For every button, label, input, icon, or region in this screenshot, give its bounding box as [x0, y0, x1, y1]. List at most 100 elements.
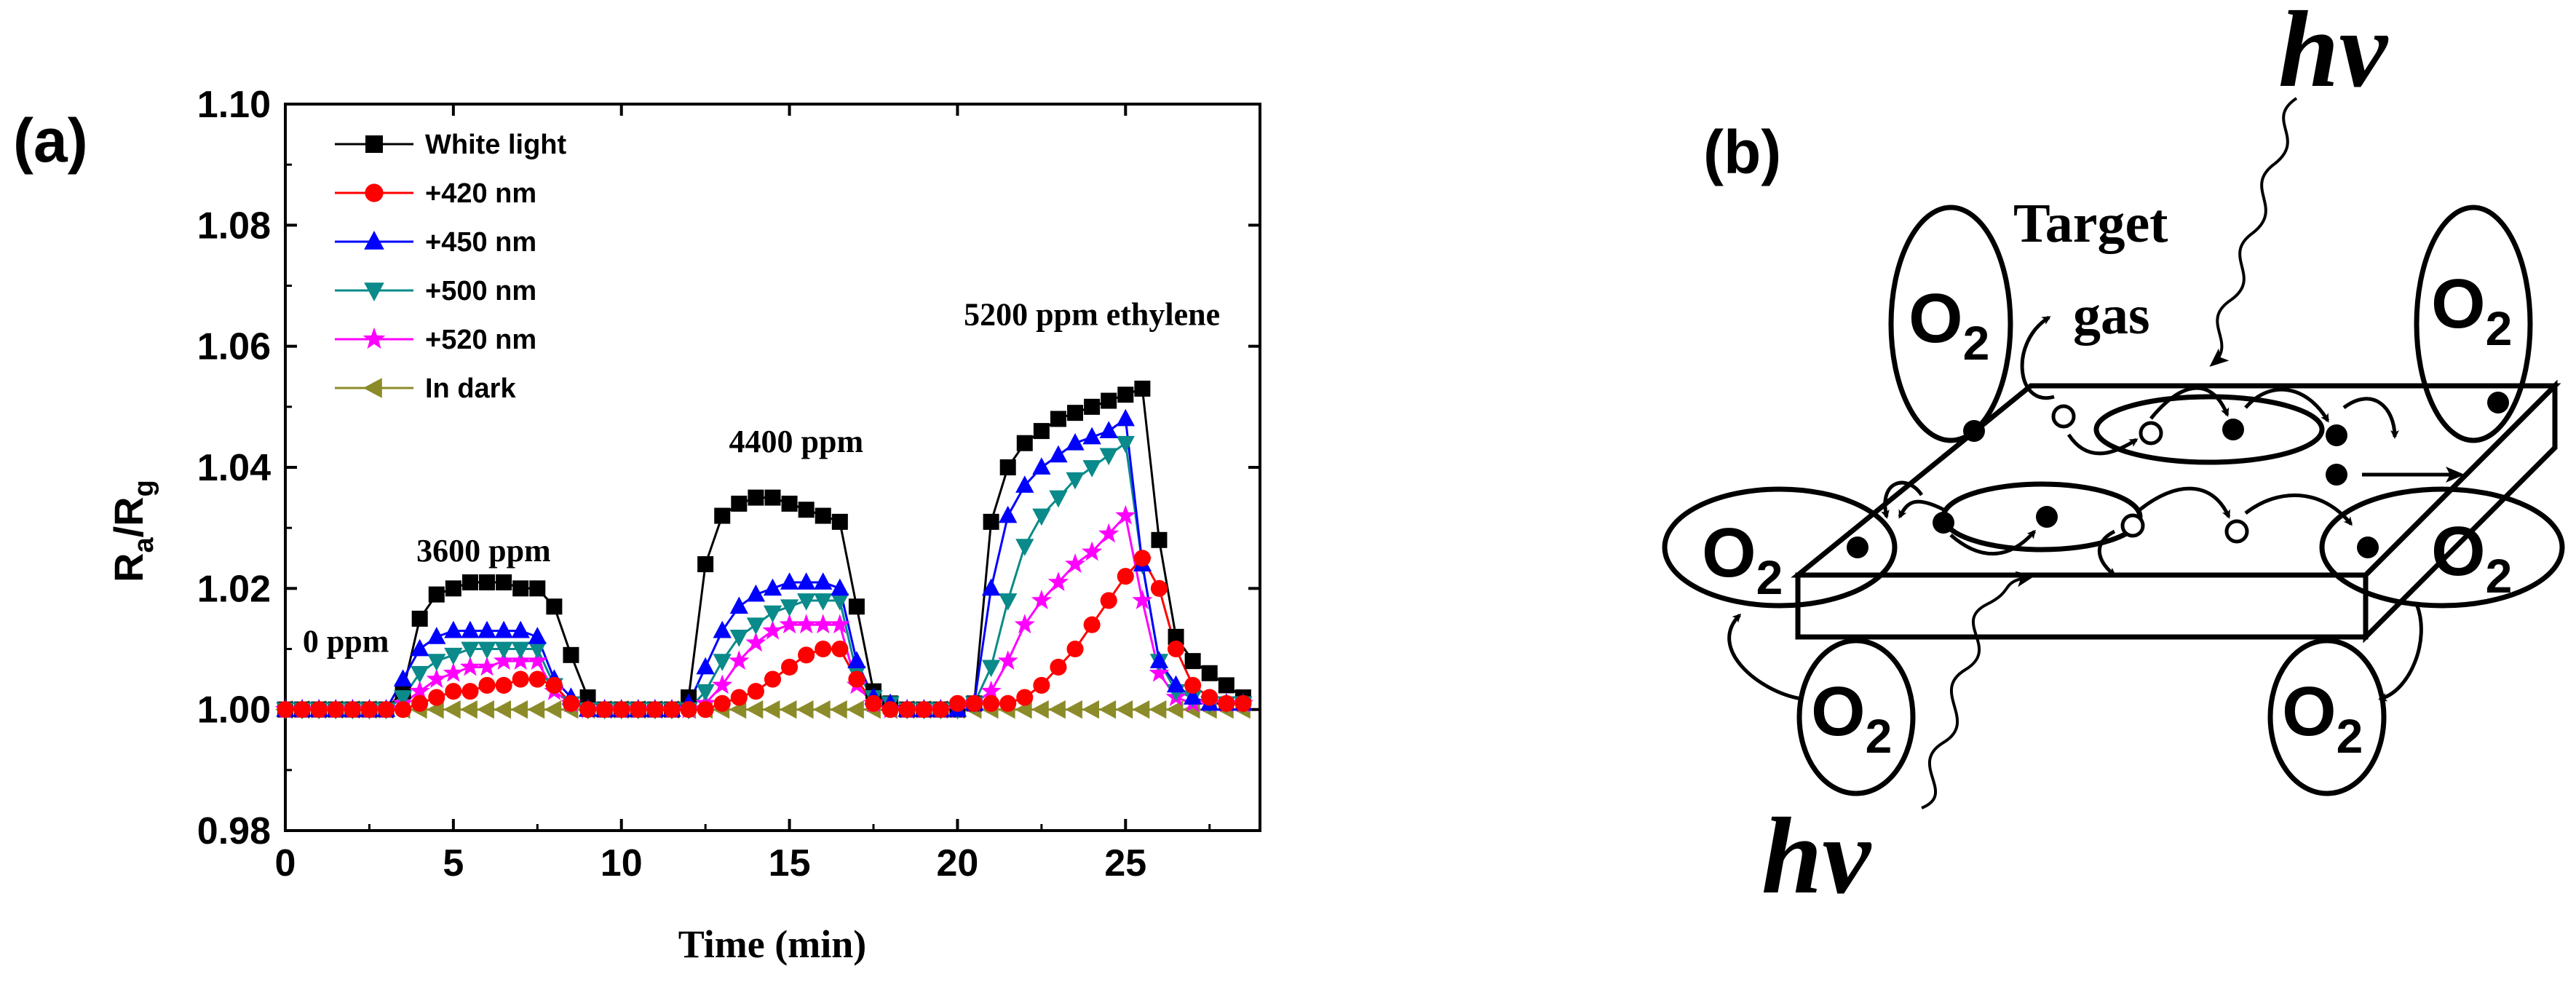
data-point — [428, 689, 445, 706]
data-point — [781, 658, 798, 676]
data-point — [797, 593, 816, 611]
data-point — [360, 701, 378, 718]
data-point — [1218, 694, 1235, 712]
data-point — [1067, 405, 1084, 421]
data-point — [511, 641, 530, 660]
data-point — [812, 614, 833, 634]
legend-label: +450 nm — [425, 227, 536, 258]
data-point — [831, 593, 849, 611]
data-point — [747, 683, 764, 700]
surface-ellipse-upper — [2093, 394, 2325, 465]
data-point — [1047, 571, 1069, 591]
annotation-label: 4400 ppm — [729, 424, 864, 459]
data-point — [377, 701, 395, 718]
data-point — [1099, 421, 1118, 438]
data-point — [427, 627, 446, 644]
data-point — [461, 641, 480, 660]
data-point — [477, 641, 496, 660]
data-point — [563, 646, 579, 663]
hole-circle — [2120, 513, 2145, 538]
data-point — [1117, 568, 1134, 585]
y-tick-label: 1.00 — [197, 689, 271, 732]
data-point — [1184, 687, 1202, 705]
data-point — [780, 599, 799, 617]
data-point — [1168, 640, 1185, 658]
data-point — [1235, 694, 1252, 712]
data-point — [494, 620, 513, 638]
x-tick-label: 15 — [769, 842, 811, 884]
data-point — [1165, 700, 1184, 719]
data-point — [495, 676, 512, 694]
data-point — [1014, 614, 1035, 634]
data-point — [344, 701, 361, 718]
hole-circle — [2224, 519, 2249, 544]
legend-label: +420 nm — [425, 178, 536, 209]
data-point — [713, 694, 731, 712]
data-point — [1133, 550, 1151, 567]
data-point — [748, 489, 764, 506]
data-point — [477, 700, 494, 719]
data-point — [814, 593, 833, 611]
data-point — [762, 619, 783, 640]
o2-ellipse — [1662, 486, 1898, 609]
series-line — [285, 416, 1243, 711]
annotations: 0 ppm 3600 ppm 4400 ppm 5200 ppm ethylene — [303, 297, 1220, 660]
data-point — [411, 665, 429, 684]
legend-marker — [365, 183, 384, 202]
data-point — [745, 700, 764, 719]
data-point — [997, 650, 1018, 670]
data-point — [528, 670, 546, 688]
arrow-electron-left — [1898, 499, 1945, 519]
data-point — [479, 574, 496, 591]
data-point — [426, 668, 447, 689]
data-point — [510, 650, 531, 670]
data-point — [596, 701, 614, 718]
legend: White light +420 nm +450 nm +500 nm +520 nm I… — [335, 130, 567, 404]
data-point — [494, 641, 513, 660]
data-point — [1033, 676, 1050, 694]
o2-right: O2 — [2319, 486, 2565, 609]
data-point — [1064, 553, 1086, 574]
data-point — [545, 676, 563, 694]
data-point — [781, 495, 798, 512]
data-point — [393, 690, 413, 708]
data-point — [1031, 700, 1049, 719]
panel-a-label: (a) — [13, 106, 88, 175]
data-point — [1015, 539, 1034, 556]
data-point — [1100, 592, 1117, 609]
y-tick-label: 1.10 — [197, 84, 271, 126]
legend-label: In dark — [425, 373, 516, 404]
data-point — [444, 647, 463, 665]
electron-dot — [2036, 506, 2058, 528]
data-point — [546, 598, 563, 615]
o2-left: O2 — [1662, 486, 1898, 609]
x-tick-label: 0 — [275, 842, 296, 884]
data-point — [1150, 579, 1168, 597]
data-point — [310, 701, 328, 718]
data-point — [764, 670, 782, 688]
data-point — [1033, 423, 1050, 440]
y-tick-label: 1.04 — [197, 447, 271, 489]
x-tick-label: 10 — [601, 842, 643, 884]
data-point — [831, 513, 848, 530]
data-point — [1149, 700, 1167, 719]
data-point — [779, 614, 800, 634]
electron-dot — [2487, 392, 2509, 413]
data-point — [763, 578, 782, 596]
series-markers — [274, 380, 1253, 720]
arrow-lower-4 — [2097, 529, 2117, 577]
data-point — [293, 701, 311, 718]
data-point — [496, 574, 512, 591]
arrow-o2-bl — [1727, 613, 1802, 701]
data-point — [745, 632, 766, 652]
data-point — [494, 700, 512, 719]
data-point — [510, 700, 528, 719]
annotation-label: 0 ppm — [303, 624, 389, 660]
data-point — [527, 700, 545, 719]
o2-label: O2 — [2282, 673, 2363, 763]
data-point — [730, 689, 748, 706]
data-point — [1066, 472, 1085, 490]
data-point — [512, 670, 529, 688]
data-point — [1184, 676, 1202, 694]
data-point — [779, 700, 797, 719]
